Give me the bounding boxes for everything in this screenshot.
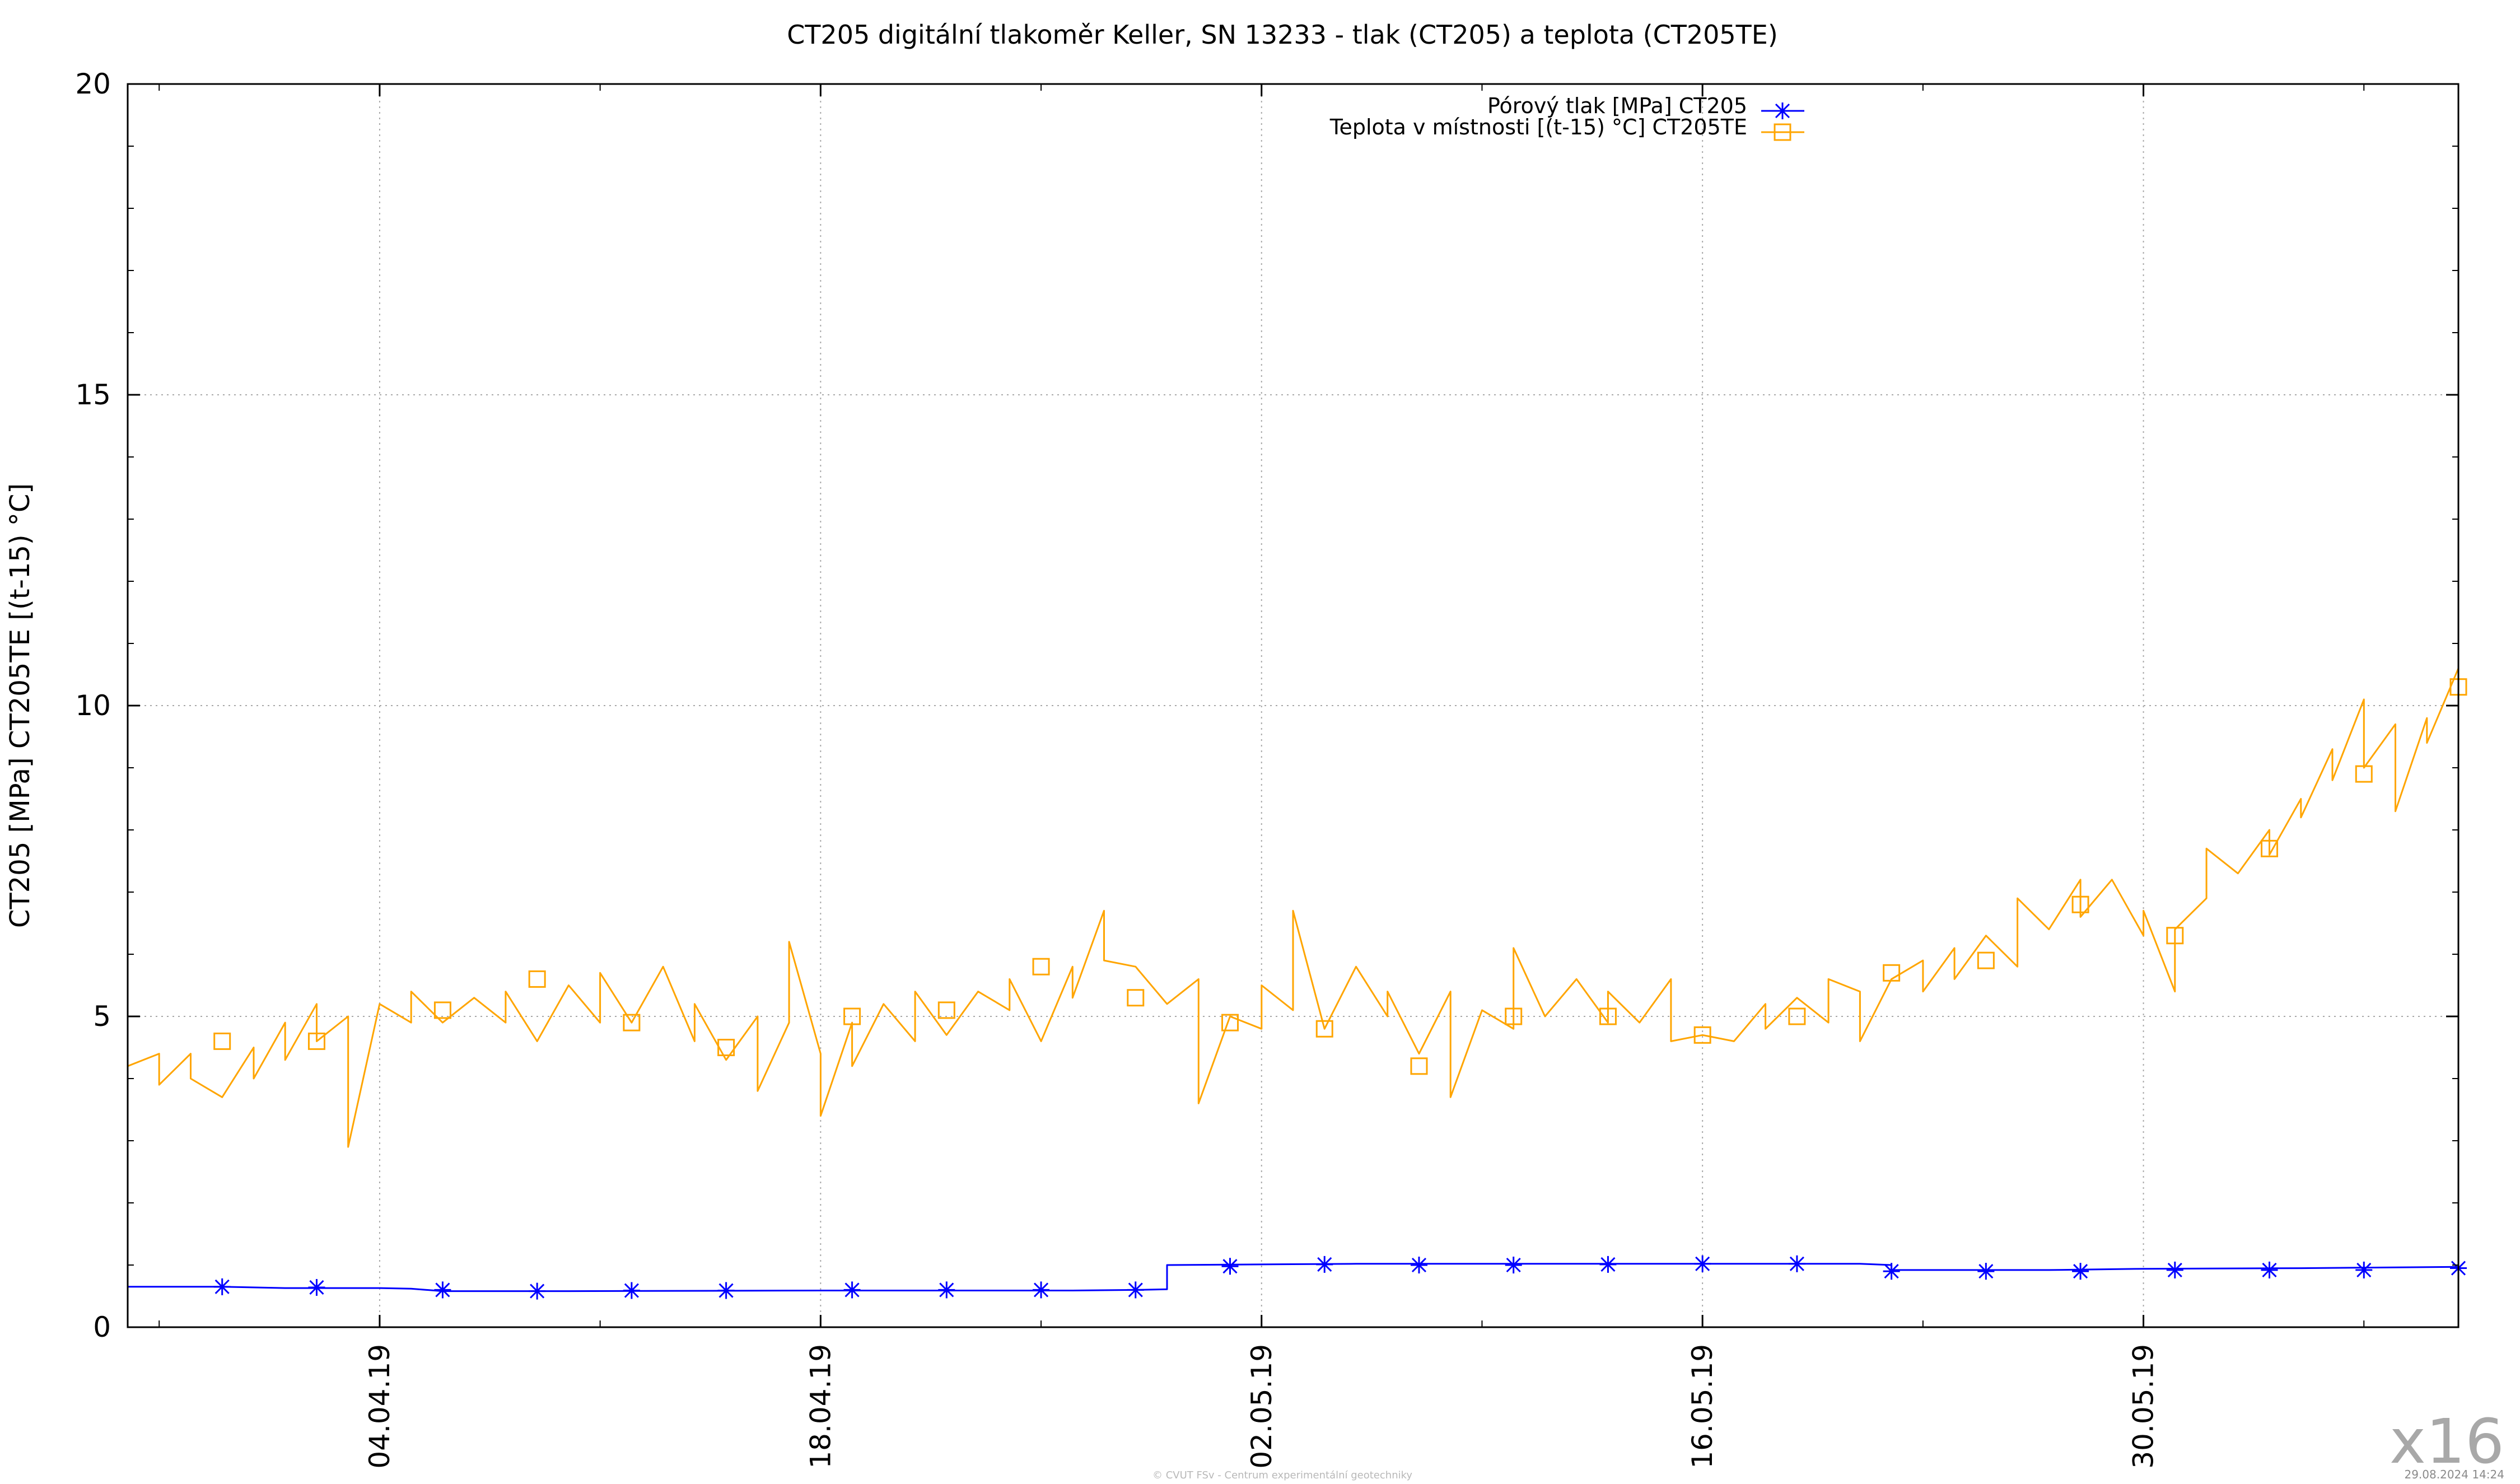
- series-layer: [127, 667, 2467, 1327]
- x-tick-label: 02.05.19: [1245, 1344, 1278, 1469]
- data-point-pressure: [1221, 1258, 1239, 1275]
- data-point-pressure: [1599, 1256, 1617, 1273]
- legend-marker-temperature: [1774, 123, 1791, 141]
- marker-stroke: [1789, 1256, 1804, 1271]
- marker-stroke: [1317, 1257, 1332, 1272]
- marker-stroke: [1506, 1257, 1521, 1273]
- data-point-temperature: [213, 1032, 231, 1050]
- marker-stroke: [939, 1282, 954, 1298]
- legend-square: [1774, 123, 1791, 141]
- marker-stroke: [1600, 1257, 1616, 1272]
- marker-stroke: [2262, 1262, 2277, 1277]
- data-point-pressure: [1788, 1255, 1805, 1272]
- y-tick-label: 0: [93, 1311, 111, 1343]
- data-point-temperature: [1883, 964, 1901, 982]
- data-point-temperature: [433, 1001, 451, 1019]
- data-point-temperature: [307, 1032, 325, 1050]
- y-tick-label: 10: [75, 689, 111, 722]
- marker-stroke: [435, 1282, 450, 1298]
- data-point-pressure: [434, 1281, 451, 1299]
- data-point-pressure: [308, 1278, 325, 1296]
- marker-stroke: [2356, 1262, 2372, 1277]
- legend-label-temperature: Teplota v místnosti [(t-15) °C] CT205TE: [1329, 115, 1747, 139]
- x-tick-label: 18.04.19: [804, 1344, 837, 1469]
- y-tick-label: 5: [93, 1000, 111, 1033]
- data-point-temperature: [2355, 765, 2373, 783]
- data-point-temperature: [1788, 1007, 1806, 1025]
- marker-stroke: [1978, 1264, 1994, 1279]
- data-point-pressure: [717, 1282, 735, 1299]
- data-point-pressure: [843, 1281, 861, 1299]
- marker-stroke: [1033, 1282, 1049, 1298]
- data-point-temperature: [1505, 1007, 1523, 1025]
- footer-timestamp: 29.08.2024 14:24: [2404, 1468, 2504, 1481]
- data-point-pressure: [529, 1282, 546, 1300]
- data-point-pressure: [938, 1281, 955, 1299]
- data-point-temperature: [1599, 1007, 1617, 1025]
- legend-asterisk: [1774, 102, 1791, 119]
- legend-marker-pressure: [1774, 102, 1791, 119]
- chart-title: CT205 digitální tlakoměr Keller, SN 1323…: [787, 20, 1778, 50]
- data-point-temperature: [1977, 951, 1995, 969]
- marker-stroke: [530, 1284, 545, 1299]
- data-point-pressure: [1883, 1263, 1900, 1280]
- marker-stroke: [2167, 1262, 2182, 1277]
- marker-stroke: [624, 1283, 639, 1298]
- x-tick-label: 30.05.19: [2127, 1344, 2160, 1469]
- data-point-temperature: [623, 1014, 641, 1032]
- data-point-pressure: [1410, 1257, 1427, 1273]
- data-point-pressure: [1505, 1257, 1522, 1273]
- marker-stroke: [214, 1279, 230, 1294]
- data-point-temperature: [2166, 927, 2184, 945]
- data-point-pressure: [2166, 1261, 2183, 1278]
- marker-stroke: [1128, 1282, 1143, 1298]
- data-point-temperature: [2261, 839, 2279, 857]
- data-point-temperature: [528, 970, 546, 988]
- data-point-temperature: [1032, 958, 1050, 976]
- legend-label-pressure: Pórový tlak [MPa] CT205: [1487, 94, 1747, 118]
- data-point-pressure: [1977, 1263, 1995, 1280]
- series-line-1: [127, 667, 2460, 1148]
- data-point-temperature: [1127, 989, 1145, 1007]
- y-tick-label: 15: [75, 379, 111, 411]
- marker-stroke: [2073, 1264, 2088, 1279]
- data-point-pressure: [1316, 1256, 1333, 1273]
- y-tick-label: 20: [75, 68, 111, 100]
- data-point-temperature: [2071, 895, 2089, 913]
- x-tick-label: 04.04.19: [363, 1344, 396, 1469]
- data-point-pressure: [2355, 1261, 2373, 1278]
- data-point-temperature: [717, 1039, 735, 1056]
- marker-stroke: [718, 1283, 734, 1298]
- data-point-temperature: [1315, 1020, 1333, 1038]
- axis-ticks: 0 5 10 15 20 04.04.19 18.04.19 02.05.19 16.05.19…: [75, 68, 2458, 1469]
- grid-lines: [128, 84, 2458, 1327]
- x-tick-label: 16.05.19: [1686, 1344, 1719, 1469]
- data-point-temperature: [843, 1007, 861, 1025]
- data-point-pressure: [1694, 1255, 1711, 1272]
- data-point-temperature: [1221, 1014, 1239, 1032]
- footer-copyright: © CVUT FSv - Centrum experimentální geot…: [1152, 1469, 1412, 1481]
- data-point-pressure: [2261, 1261, 2278, 1278]
- data-point-temperature: [1693, 1026, 1711, 1044]
- data-point-pressure: [213, 1278, 231, 1295]
- y-axis-label: CT205 [MPa] CT205TE [(t-15) °C]: [4, 483, 36, 928]
- marker-stroke: [1884, 1264, 1899, 1279]
- series-line-0: [127, 1263, 2459, 1327]
- zoom-indicator: x16: [2390, 1406, 2504, 1477]
- data-point-pressure: [623, 1282, 640, 1299]
- data-point-pressure: [1033, 1281, 1050, 1299]
- data-point-pressure: [1127, 1281, 1144, 1299]
- data-point-temperature: [937, 1001, 955, 1019]
- legend: Pórový tlak [MPa] CT205 Teplota v místno…: [1329, 94, 1804, 141]
- marker-stroke: [1695, 1256, 1710, 1271]
- data-point-temperature: [1410, 1057, 1428, 1075]
- marker-stroke: [1411, 1257, 1427, 1273]
- marker-stroke: [1775, 103, 1790, 119]
- data-point-pressure: [2072, 1263, 2089, 1280]
- marker-stroke: [309, 1280, 324, 1295]
- marker-stroke: [1222, 1259, 1238, 1274]
- marker-stroke: [844, 1282, 860, 1298]
